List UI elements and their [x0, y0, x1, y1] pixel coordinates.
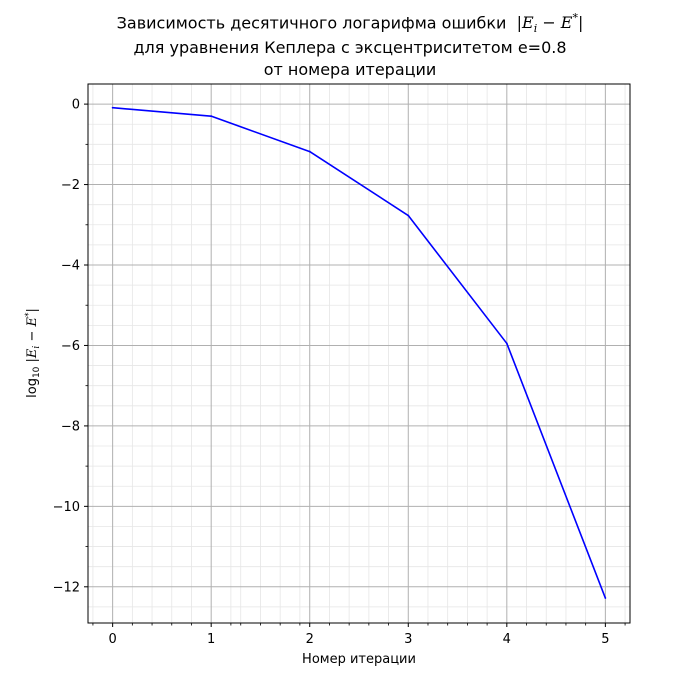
x-axis-label: Номер итерации	[302, 652, 416, 667]
y-tick-label: −4	[61, 259, 80, 274]
y-axis-label-text: log10 |Ei − E*|	[24, 308, 42, 398]
data-point	[210, 115, 213, 118]
y-tick-label: 0	[72, 98, 80, 113]
x-tick-label: 0	[108, 632, 116, 647]
data-point	[604, 597, 607, 599]
series-layer	[111, 106, 607, 599]
series-line	[112, 106, 607, 599]
data-point	[308, 150, 311, 153]
x-tick-label: 4	[503, 632, 511, 647]
chart-title-line-2: для уравнения Кеплера с эксцентриситетом…	[133, 38, 567, 57]
data-point	[407, 214, 410, 217]
x-tick-label: 2	[306, 632, 314, 647]
y-tick-label: −6	[61, 339, 80, 354]
data-point	[111, 106, 114, 109]
major-grid	[88, 84, 630, 623]
y-tick-label: −2	[61, 178, 80, 193]
x-tick-label: 1	[207, 632, 215, 647]
data-point	[505, 342, 508, 345]
y-tick-label: −8	[61, 419, 80, 434]
plot-frame	[87, 83, 631, 624]
chart-title-line-3: от номера итерации	[263, 60, 437, 79]
y-tick-label: −12	[53, 580, 80, 595]
x-tick-label: 5	[601, 632, 609, 647]
chart-title-math: |Ei − E*|	[511, 12, 584, 36]
y-axis-label: log10 |Ei − E*|	[24, 308, 42, 398]
minor-grid	[88, 83, 630, 623]
x-tick-label: 3	[404, 632, 412, 647]
y-tick-label: −10	[53, 500, 80, 515]
chart-title-text: Зависимость десятичного логарифма ошибки	[116, 13, 507, 33]
chart-title-line-1: Зависимость десятичного логарифма ошибки…	[0, 12, 700, 36]
ticks	[84, 103, 626, 627]
tick-labels: 0 1 2 3 4 5 0 −2 −4 −6 −8 −10 −12	[53, 98, 610, 647]
